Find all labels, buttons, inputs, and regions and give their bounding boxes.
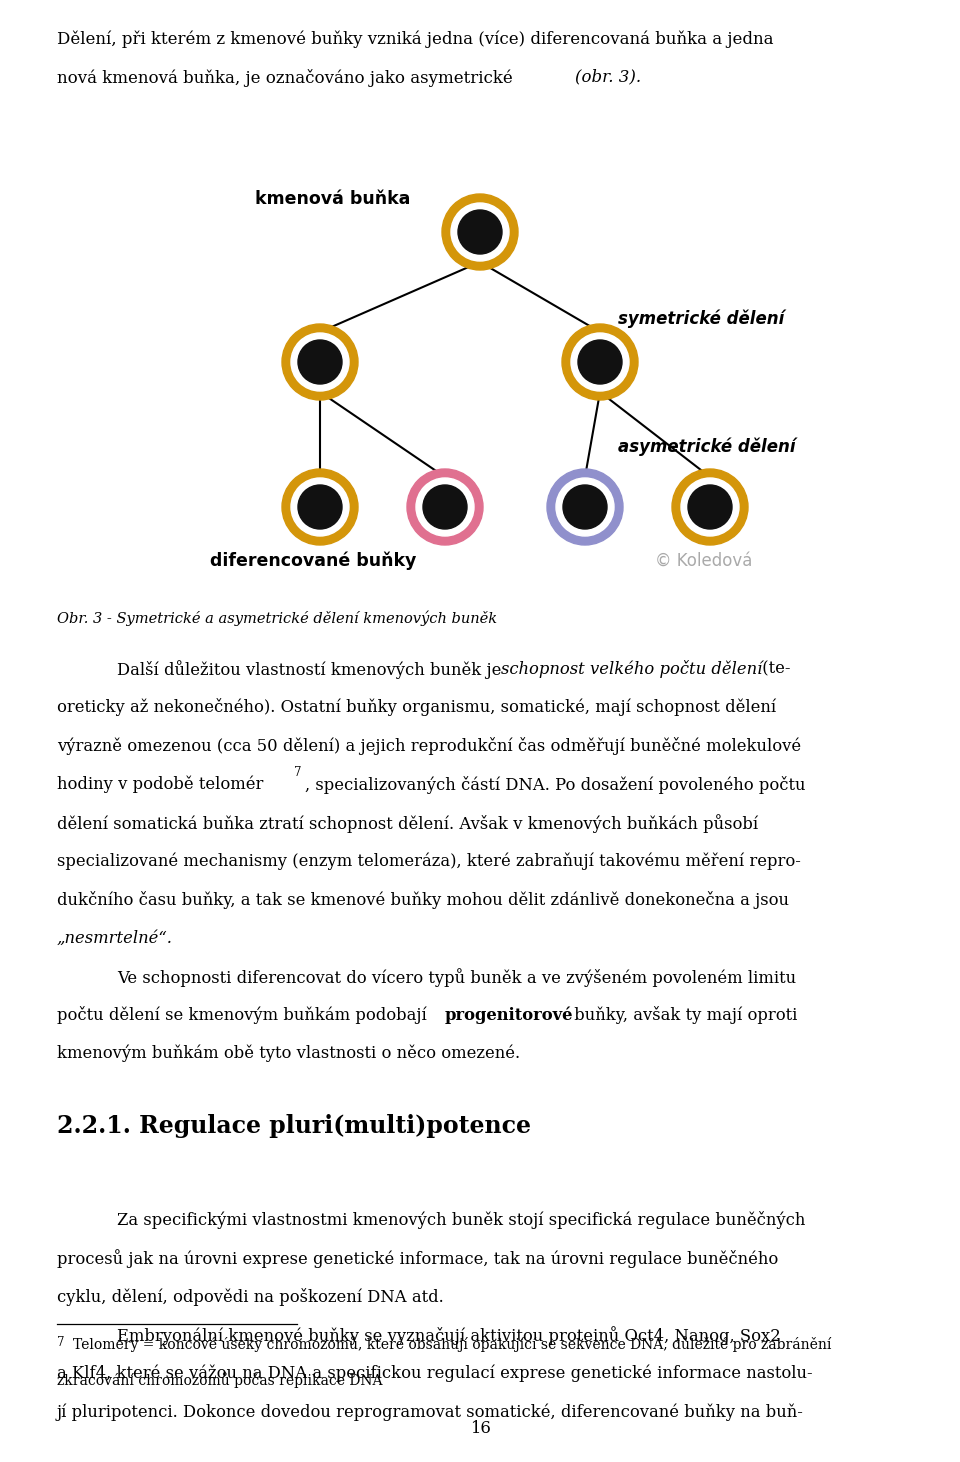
Text: dělení somatická buňka ztratí schopnost dělení. Avšak v kmenových buňkách působí: dělení somatická buňka ztratí schopnost … [57,814,758,833]
Ellipse shape [547,469,623,545]
Text: kmenová buňka: kmenová buňka [255,190,410,208]
Text: © Koledová: © Koledová [655,553,753,570]
Ellipse shape [282,325,358,401]
Text: 7: 7 [294,766,301,778]
Ellipse shape [282,469,358,545]
Ellipse shape [562,325,638,401]
Text: nová kmenová buňka, je označováno jako asymetrické: nová kmenová buňka, je označováno jako a… [57,69,518,86]
Text: oreticky až nekonečného). Ostatní buňky organismu, somatické, mají schopnost děl: oreticky až nekonečného). Ostatní buňky … [57,699,776,716]
Ellipse shape [571,333,629,390]
Text: „nesmrtelné“.: „nesmrtelné“. [57,930,173,946]
Ellipse shape [563,485,607,529]
Text: symetrické dělení: symetrické dělení [618,310,784,329]
Ellipse shape [442,194,518,270]
Ellipse shape [298,341,342,385]
Text: (obr. 3).: (obr. 3). [575,69,641,85]
Text: Dělení, při kterém z kmenové buňky vzniká jedna (více) diferencovaná buňka a jed: Dělení, při kterém z kmenové buňky vznik… [57,31,774,47]
Ellipse shape [556,478,614,537]
Text: a Klf4, které se vážou na DNA a specifickou regulací exprese genetické informace: a Klf4, které se vážou na DNA a specific… [57,1364,812,1382]
Text: hodiny v podobě telomér: hodiny v podobě telomér [57,775,263,792]
Text: 7: 7 [57,1336,64,1349]
Text: schopnost velkého počtu dělení: schopnost velkého počtu dělení [501,659,762,678]
Text: Další důležitou vlastností kmenových buněk je: Další důležitou vlastností kmenových bun… [117,659,507,678]
Text: výrazně omezenou (cca 50 dělení) a jejich reprodukční čas odměřují buněčné molek: výrazně omezenou (cca 50 dělení) a jejic… [57,737,802,754]
Text: buňky, avšak ty mají oproti: buňky, avšak ty mají oproti [569,1006,798,1025]
Text: Za specifickými vlastnostmi kmenových buněk stojí specifická regulace buněčných: Za specifickými vlastnostmi kmenových bu… [117,1211,805,1228]
Text: procesů jak na úrovni exprese genetické informace, tak na úrovni regulace buněčn: procesů jak na úrovni exprese genetické … [57,1249,779,1268]
Text: Obr. 3 - Symetrické a asymetrické dělení kmenových buněk: Obr. 3 - Symetrické a asymetrické dělení… [57,610,497,626]
Text: (te-: (te- [757,659,790,677]
Text: dukčního času buňky, a tak se kmenové buňky mohou dělit zdánlivě donekonečna a j: dukčního času buňky, a tak se kmenové bu… [57,890,789,909]
Text: diferencované buňky: diferencované buňky [210,553,417,570]
Ellipse shape [416,478,474,537]
Ellipse shape [681,478,739,537]
Text: , specializovaných částí DNA. Po dosažení povoleného počtu: , specializovaných částí DNA. Po dosažen… [305,775,805,794]
Ellipse shape [291,333,349,390]
Ellipse shape [298,485,342,529]
Ellipse shape [451,203,509,262]
Text: Embryonální kmenové buňky se vyznačují aktivitou proteinů Oct4, Nanog, Sox2: Embryonální kmenové buňky se vyznačují a… [117,1326,780,1345]
Text: jí pluripotenci. Dokonce dovedou reprogramovat somatické, diferencované buňky na: jí pluripotenci. Dokonce dovedou reprogr… [57,1404,804,1421]
Text: progenitorové: progenitorové [445,1006,573,1023]
Text: cyklu, dělení, odpovědi na poškození DNA atd.: cyklu, dělení, odpovědi na poškození DNA… [57,1288,444,1306]
Text: kmenovým buňkám obě tyto vlastnosti o něco omezené.: kmenovým buňkám obě tyto vlastnosti o ně… [57,1045,520,1063]
Ellipse shape [291,478,349,537]
Ellipse shape [672,469,748,545]
Text: Teloméry = koncové úseky chromozomů, které obsahují opakující se sekvence DNA, d: Teloméry = koncové úseky chromozomů, kte… [73,1336,831,1352]
Ellipse shape [578,341,622,385]
Text: asymetrické dělení: asymetrické dělení [618,439,796,456]
Ellipse shape [407,469,483,545]
Text: zkracování chromozomů počas replikace DNA: zkracování chromozomů počas replikace DN… [57,1371,382,1387]
Text: počtu dělení se kmenovým buňkám podobají: počtu dělení se kmenovým buňkám podobají [57,1006,432,1025]
Ellipse shape [423,485,467,529]
Text: specializované mechanismy (enzym telomeráza), které zabraňují takovému měření re: specializované mechanismy (enzym telomer… [57,852,801,870]
Ellipse shape [688,485,732,529]
Text: 2.2.1. Regulace pluri(multi)potence: 2.2.1. Regulace pluri(multi)potence [57,1114,531,1139]
Text: 16: 16 [469,1420,491,1437]
Ellipse shape [458,211,502,254]
Text: Ve schopnosti diferencovat do vícero typů buněk a ve zvýšeném povoleném limitu: Ve schopnosti diferencovat do vícero typ… [117,968,796,987]
